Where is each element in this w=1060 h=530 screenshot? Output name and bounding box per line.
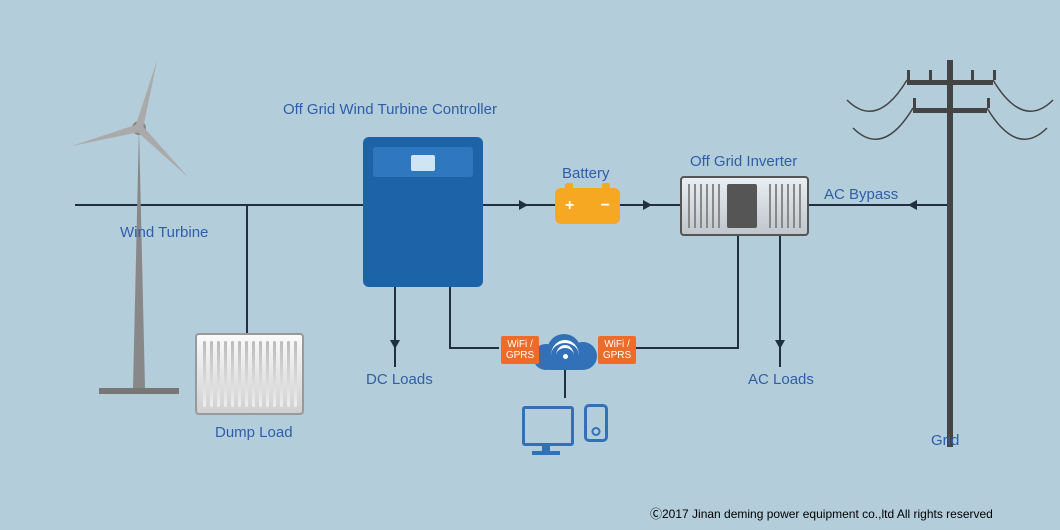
grid-pole: [947, 60, 953, 447]
controller: [363, 137, 483, 287]
footer-label: Ⓒ2017 Jinan deming power equipment co.,l…: [650, 505, 993, 522]
battery: +−: [555, 188, 620, 224]
grid-label: Grid: [931, 432, 959, 449]
ac-bypass-label: AC Bypass: [824, 186, 898, 203]
dump-load: [195, 333, 304, 415]
wifi-gprs-tag: WiFi / GPRS: [598, 336, 636, 364]
wifi-gprs-tag: WiFi / GPRS: [501, 336, 539, 364]
dc-loads-label: DC Loads: [366, 371, 433, 388]
battery-label: Battery: [562, 165, 610, 182]
cloud-icon: [533, 330, 597, 370]
monitor-icon: [522, 406, 574, 446]
turbine-tower: [133, 128, 145, 388]
ac-loads-label: AC Loads: [748, 371, 814, 388]
inverter-label: Off Grid Inverter: [690, 153, 797, 170]
phone-icon: [584, 404, 608, 442]
controller-label: Off Grid Wind Turbine Controller: [283, 101, 497, 118]
dump-load-label: Dump Load: [215, 424, 293, 441]
turbine-base: [99, 388, 179, 394]
wind-turbine-label: Wind Turbine: [120, 224, 208, 241]
wiring: [0, 0, 1060, 530]
inverter: [680, 176, 809, 236]
